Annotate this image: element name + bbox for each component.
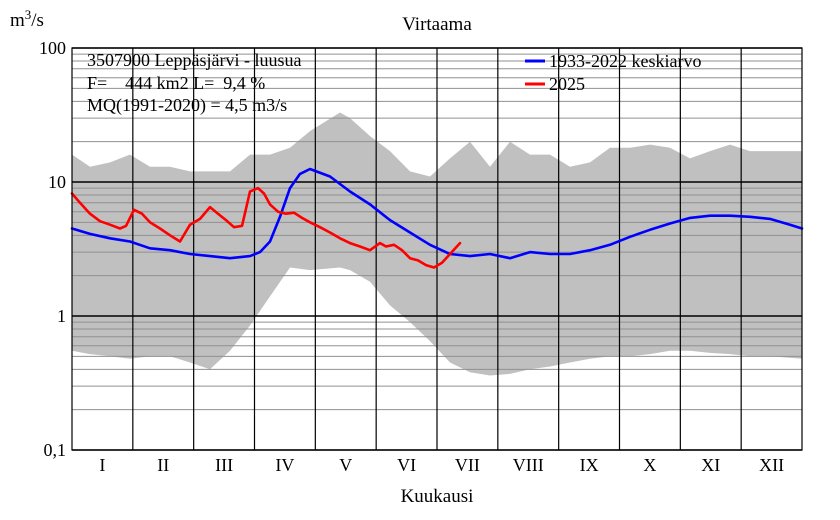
x-axis-label: Kuukausi — [401, 486, 474, 507]
month-label: III — [215, 455, 233, 475]
legend-mean-label: 1933-2022 keskiarvo — [549, 51, 701, 71]
y-axis-label-base: m — [10, 10, 25, 31]
info-box: 3507900 Leppäsjärvi - luusua F= 444 km2 … — [87, 50, 301, 116]
legend-current-label: 2025 — [549, 74, 585, 94]
y-tick-label: 100 — [39, 38, 66, 58]
month-label: XII — [759, 455, 784, 475]
legend: 1933-2022 keskiarvo 2025 — [525, 51, 701, 94]
month-label: IX — [580, 455, 599, 475]
y-tick-label: 10 — [48, 172, 66, 192]
month-label: IV — [275, 455, 294, 475]
month-label: VIII — [513, 455, 544, 475]
grid-layer — [72, 47, 802, 451]
y-axis-label: m3/s — [10, 7, 44, 31]
current-year-line — [70, 186, 462, 269]
y-tick-label: 1 — [57, 306, 66, 326]
station-name: 3507900 Leppäsjärvi - luusua — [87, 50, 301, 70]
month-label: VI — [397, 455, 416, 475]
y-axis-label-sup: 3 — [25, 7, 32, 22]
catchment-info: F= 444 km2 L= 9,4 % — [87, 73, 265, 93]
series-layer — [70, 167, 804, 269]
month-label: VII — [455, 455, 480, 475]
chart-title: Virtaama — [402, 14, 472, 35]
y-tick-label: 0,1 — [44, 440, 67, 460]
mean-flow-line — [70, 167, 804, 260]
plot-frame — [71, 47, 803, 451]
mean-flow-info: MQ(1991-2020) = 4,5 m3/s — [87, 95, 287, 116]
month-label: V — [339, 455, 352, 475]
y-axis-label-tail: /s — [31, 10, 44, 31]
month-label: I — [99, 455, 105, 475]
month-label: II — [157, 455, 169, 475]
month-label: X — [643, 455, 656, 475]
month-label: XI — [701, 455, 720, 475]
